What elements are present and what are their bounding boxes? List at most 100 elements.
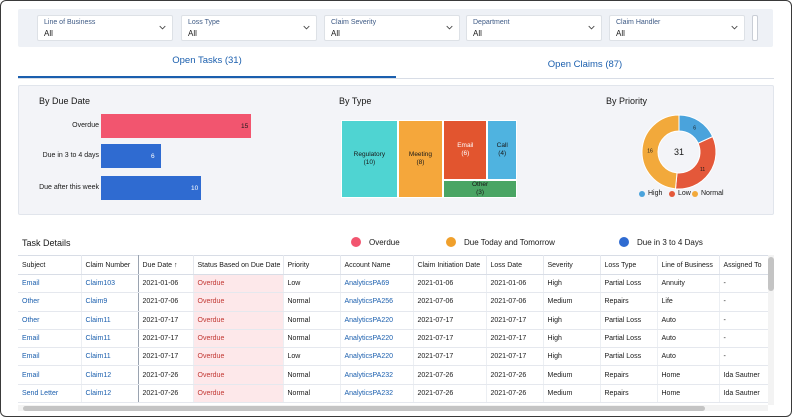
treemap-cell: Other (3)	[443, 180, 517, 198]
bar-label: Due after this week	[39, 184, 99, 191]
table-cell: High	[543, 329, 601, 349]
table-cell: 2021-07-17	[486, 329, 544, 349]
legend-item: High	[639, 190, 662, 197]
treemap-label: Meeting	[408, 151, 433, 158]
table-cell: 2021-07-17	[413, 329, 487, 349]
table-cell: Medium	[543, 384, 601, 404]
treemap-label: Regulatory	[353, 151, 386, 158]
table-cell[interactable]: Email	[18, 365, 82, 385]
column-header[interactable]: Status Based on Due Date	[193, 255, 284, 275]
filter-scrollbar[interactable]	[752, 15, 758, 41]
bar-value-label: 6	[151, 153, 155, 160]
column-header[interactable]: Severity	[543, 255, 601, 275]
table-cell[interactable]: Claim9	[81, 292, 139, 312]
table-cell[interactable]: Claim103	[81, 274, 139, 294]
table-cell[interactable]: Email	[18, 347, 82, 367]
table-cell: Partial Loss	[600, 274, 658, 294]
table-row[interactable]: Email Claim11 2021-07-17 Overdue Low Analytic…	[18, 347, 771, 367]
tab-divider	[18, 78, 774, 79]
column-header[interactable]: Subject	[18, 255, 82, 275]
table-cell: Overdue	[193, 347, 284, 367]
column-header-due-date[interactable]: Due Date ↑	[138, 255, 194, 275]
table-cell: Repairs	[600, 292, 658, 312]
table-cell[interactable]: AnalyticsPA220	[340, 347, 414, 367]
table-row[interactable]: Email Claim11 2021-07-17 Overdue Normal Analy…	[18, 329, 771, 349]
table-cell[interactable]: AnalyticsPA220	[340, 329, 414, 349]
table-cell: -	[719, 292, 771, 312]
table-cell[interactable]: AnalyticsPA232	[340, 365, 414, 385]
table-cell[interactable]: AnalyticsPA220	[340, 311, 414, 330]
column-header[interactable]: Line of Business	[657, 255, 720, 275]
table-cell[interactable]: Send Letter	[18, 384, 82, 404]
priority-donut-chart: 6 11 16 31	[641, 114, 717, 190]
column-header[interactable]: Assigned To	[719, 255, 771, 275]
table-cell: Repairs	[600, 365, 658, 385]
treemap-cell: Call (4)	[487, 120, 517, 180]
table-row[interactable]: Email Claim12 2021-07-26 Overdue Normal Analy…	[18, 365, 771, 385]
table-cell[interactable]: AnalyticsPA256	[340, 292, 414, 312]
chevron-down-icon	[159, 25, 166, 30]
table-cell: Overdue	[193, 311, 284, 330]
table-cell: Partial Loss	[600, 311, 658, 330]
tab-open-claims[interactable]: Open Claims (87)	[547, 59, 623, 70]
treemap-label: Other	[471, 181, 489, 188]
filter-label: Claim Handler	[616, 19, 661, 26]
table-cell[interactable]: Claim12	[81, 365, 139, 385]
table-cell[interactable]: Claim11	[81, 329, 139, 349]
table-cell: Overdue	[193, 329, 284, 349]
column-header[interactable]: Loss Type	[600, 255, 658, 275]
filter-value: All	[473, 29, 482, 38]
table-cell: 2021-07-26	[486, 384, 544, 404]
table-cell[interactable]: Claim12	[81, 384, 139, 404]
table-cell: 2021-07-17	[138, 329, 194, 349]
table-row[interactable]: Other Claim11 2021-07-17 Overdue Normal Analy…	[18, 311, 771, 330]
column-header[interactable]: Account Name	[340, 255, 414, 275]
legend-item: Normal	[692, 190, 724, 197]
column-header[interactable]: Loss Date	[486, 255, 544, 275]
table-cell[interactable]: Claim11	[81, 347, 139, 367]
task-details-table: Subject Claim Number Due Date ↑ Status B…	[18, 255, 771, 404]
table-row[interactable]: Email Claim103 2021-01-06 Overdue Low Analyti…	[18, 274, 771, 294]
table-row[interactable]: Other Claim9 2021-07-06 Overdue Normal Analyt…	[18, 292, 771, 312]
treemap-value: (10)	[363, 159, 376, 166]
filter-line-of-business[interactable]: Line of Business All	[37, 15, 173, 41]
task-details-title: Task Details	[22, 238, 71, 248]
column-header[interactable]: Priority	[283, 255, 341, 275]
table-cell[interactable]: Email	[18, 329, 82, 349]
filter-claim-severity[interactable]: Claim Severity All	[324, 15, 460, 41]
tab-open-tasks[interactable]: Open Tasks (31)	[172, 55, 242, 66]
filter-department[interactable]: Department All	[466, 15, 602, 41]
charts-panel: By Due Date Overdue 15 Due in 3 to 4 days 6…	[18, 85, 774, 215]
vertical-scroll-thumb[interactable]	[768, 257, 774, 291]
table-cell: 2021-07-26	[413, 365, 487, 385]
table-cell: Auto	[657, 311, 720, 330]
table-cell: -	[719, 274, 771, 294]
chevron-down-icon	[446, 25, 453, 30]
treemap-label: Call	[496, 142, 508, 149]
table-cell[interactable]: Other	[18, 292, 82, 312]
table-cell[interactable]: Other	[18, 311, 82, 330]
chart-title-due-date: By Due Date	[39, 96, 91, 106]
table-cell: Normal	[283, 329, 341, 349]
table-cell[interactable]: Email	[18, 274, 82, 294]
donut-slice-label: 6	[693, 126, 696, 132]
table-cell[interactable]: Claim11	[81, 311, 139, 330]
table-cell[interactable]: AnalyticsPA232	[340, 384, 414, 404]
table-cell: 2021-07-17	[138, 347, 194, 367]
table-row[interactable]: Send Letter Claim12 2021-07-26 Overdue Norma…	[18, 384, 771, 404]
filter-label: Loss Type	[188, 19, 220, 26]
filter-loss-type[interactable]: Loss Type All	[181, 15, 317, 41]
column-header[interactable]: Claim Initiation Date	[413, 255, 487, 275]
table-vertical-scrollbar[interactable]	[768, 255, 774, 405]
table-cell: Normal	[283, 292, 341, 312]
table-cell: 2021-07-06	[413, 292, 487, 312]
table-cell: 2021-07-26	[138, 384, 194, 404]
table-cell: 2021-07-26	[138, 365, 194, 385]
bar-label: Due in 3 to 4 days	[42, 152, 99, 159]
column-header[interactable]: Claim Number	[81, 255, 139, 275]
table-cell[interactable]: AnalyticsPA69	[340, 274, 414, 294]
filter-claim-handler[interactable]: Claim Handler All	[609, 15, 745, 41]
legend-label: Overdue	[369, 237, 400, 247]
bar-value-label: 10	[191, 185, 199, 192]
horizontal-scroll-thumb[interactable]	[23, 406, 705, 411]
